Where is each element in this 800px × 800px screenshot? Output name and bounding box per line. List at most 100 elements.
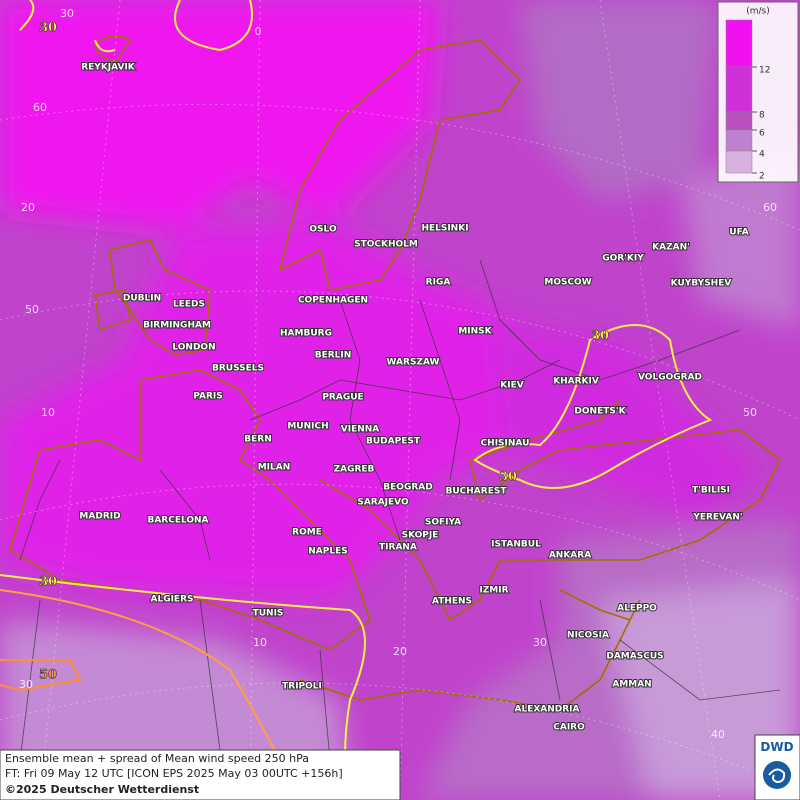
city-label: DAMASCUS xyxy=(606,652,663,662)
footer-box xyxy=(0,749,401,800)
city-label: KIEV xyxy=(500,381,523,391)
city-label: VOLGOGRAD xyxy=(638,373,702,383)
legend-tick-label: 2 xyxy=(759,172,765,182)
legend-band xyxy=(725,111,753,131)
city-label: AMMAN xyxy=(612,680,651,690)
city-label: HAMBURG xyxy=(280,329,332,339)
city-label: YEREVAN' xyxy=(692,513,742,523)
graticule-label: 10 xyxy=(253,636,267,649)
legend-band xyxy=(725,19,753,68)
city-label: VIENNA xyxy=(341,425,380,435)
city-label: PARIS xyxy=(193,392,223,402)
city-label: ANKARA xyxy=(549,551,591,561)
city-label: HELSINKI xyxy=(421,224,468,234)
city-label: OSLO xyxy=(309,225,337,235)
footer-line: FT: Fri 09 May 12 UTC [ICON EPS 2025 May… xyxy=(5,767,343,780)
city-label: SKOPJE xyxy=(402,531,439,541)
city-label: KUYBYSHEV xyxy=(671,279,732,289)
city-label: ZAGREB xyxy=(334,465,375,475)
footer: Ensemble mean + spread of Mean wind spee… xyxy=(0,749,401,800)
city-label: TRIPOLI xyxy=(282,682,322,692)
city-label: RIGA xyxy=(426,278,451,288)
city-label: BUDAPEST xyxy=(366,437,421,447)
graticule-label: 50 xyxy=(25,303,39,316)
dwd-logo: DWD xyxy=(754,734,800,800)
city-label: STOCKHOLM xyxy=(354,240,418,250)
city-label: TUNIS xyxy=(253,609,284,619)
city-label: SARAJEVO xyxy=(357,498,409,508)
legend-unit: (m/s) xyxy=(746,7,770,17)
city-label: MADRID xyxy=(79,512,120,522)
city-label: KHARKIV xyxy=(553,377,599,387)
graticule-label: 20 xyxy=(21,201,35,214)
contour-label: 30 xyxy=(499,470,517,485)
city-label: ISTANBUL xyxy=(491,540,541,550)
contour-labels: 30 30 30 30 50 xyxy=(39,20,610,683)
city-label: BIRMINGHAM xyxy=(143,321,211,331)
city-label: TIRANA xyxy=(379,543,417,553)
city-label: NAPLES xyxy=(308,547,347,557)
legend-band xyxy=(725,150,753,174)
city-label: MILAN xyxy=(258,463,291,473)
city-label: DUBLIN xyxy=(123,294,161,304)
city-label: ROME xyxy=(292,528,322,538)
legend-band xyxy=(725,129,753,152)
footer-line: Ensemble mean + spread of Mean wind spee… xyxy=(5,752,309,765)
city-label: CHISINAU xyxy=(481,439,530,449)
city-label: MOSCOW xyxy=(544,278,591,288)
graticule-label: 60 xyxy=(33,101,47,114)
city-label: WARSZAW xyxy=(387,358,440,368)
legend-tick-label: 4 xyxy=(759,150,765,160)
footer-line: ©2025 Deutscher Wetterdienst xyxy=(5,783,199,796)
city-label: ALEPPO xyxy=(617,604,657,614)
city-label: T'BILISI xyxy=(692,486,730,496)
graticule-label: 50 xyxy=(743,406,757,419)
city-label: MINSK xyxy=(458,327,492,337)
legend-tick-label: 6 xyxy=(759,129,765,139)
graticule-label: 0 xyxy=(255,25,262,38)
city-label: GOR'KIY xyxy=(602,254,644,264)
city-label: DONETS'K xyxy=(574,407,626,417)
city-label: BEOGRAD xyxy=(383,483,432,493)
legend-band xyxy=(725,66,753,113)
graticule-label: 20 xyxy=(393,645,407,658)
graticule-label: 60 xyxy=(763,201,777,214)
city-label: MUNICH xyxy=(287,422,328,432)
logo-text: DWD xyxy=(760,740,793,754)
grid-labels: 30 0 60 20 50 10 30 10 20 30 40 50 60 xyxy=(19,7,777,741)
legend-tick-label: 12 xyxy=(759,66,770,76)
contour-label: 30 xyxy=(591,329,609,344)
city-label: NICOSIA xyxy=(567,631,609,641)
graticule-label: 30 xyxy=(533,636,547,649)
graticule-label: 30 xyxy=(19,678,33,691)
coastlines xyxy=(9,35,782,711)
city-label: REYKJAVIK xyxy=(81,63,136,73)
contour-label: 30 xyxy=(39,575,57,590)
city-label: CAIRO xyxy=(553,723,585,733)
contour-label: 50 xyxy=(39,668,57,683)
city-label: IZMIR xyxy=(479,586,508,596)
city-label: UFA xyxy=(729,228,748,238)
city-label: BERLIN xyxy=(315,351,352,361)
city-label: BARCELONA xyxy=(147,516,208,526)
legend-tick-label: 8 xyxy=(759,111,765,121)
city-label: BRUSSELS xyxy=(212,364,264,374)
city-label: BERN xyxy=(244,435,271,445)
city-label: LONDON xyxy=(172,343,215,353)
contour-lines xyxy=(0,0,713,800)
graticule-label: 40 xyxy=(711,728,725,741)
city-label: COPENHAGEN xyxy=(298,296,368,306)
graticule-label: 10 xyxy=(41,406,55,419)
city-label: ALEXANDRIA xyxy=(515,705,580,715)
city-label: BUCHAREST xyxy=(446,487,508,497)
city-label: ALGIERS xyxy=(151,595,194,605)
city-label: LEEDS xyxy=(173,300,205,310)
city-label: ATHENS xyxy=(432,597,472,607)
city-label: PRAGUE xyxy=(322,393,363,403)
graticule-label: 30 xyxy=(60,7,74,20)
legend: (m/s) 12 8 6 4 2 xyxy=(717,1,799,183)
